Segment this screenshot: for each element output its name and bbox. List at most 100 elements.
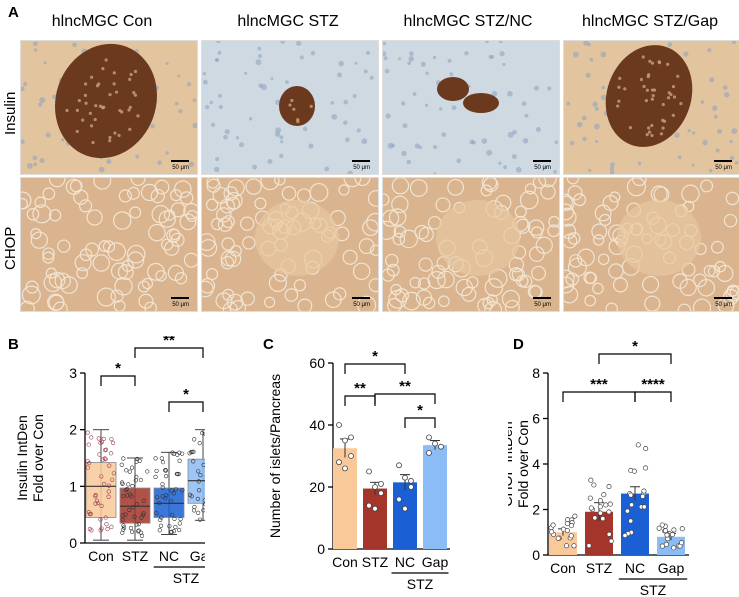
scale-bar xyxy=(171,297,189,299)
data-point xyxy=(195,496,200,501)
data-point xyxy=(137,458,142,463)
data-point xyxy=(176,527,182,533)
significance-label: ** xyxy=(354,380,366,397)
data-point xyxy=(121,494,126,499)
data-point xyxy=(107,463,112,468)
data-point xyxy=(120,513,125,518)
data-point xyxy=(110,477,115,482)
data-point xyxy=(134,522,139,527)
data-point xyxy=(635,442,641,448)
data-point xyxy=(606,484,612,490)
data-point xyxy=(111,471,116,476)
data-point xyxy=(127,507,132,513)
data-point xyxy=(192,437,197,442)
data-point xyxy=(99,503,104,508)
data-point xyxy=(169,488,174,493)
x-tick-label-stz: STZ xyxy=(586,560,613,576)
data-point xyxy=(622,532,628,539)
data-point xyxy=(132,514,137,519)
data-point xyxy=(679,526,685,532)
row-label-insulin: Insulin xyxy=(2,91,19,135)
column-title-stz: hlncMGC STZ xyxy=(237,13,339,30)
data-point xyxy=(671,527,677,533)
data-point xyxy=(172,516,177,521)
data-point xyxy=(203,502,205,507)
scale-label: 50 μm xyxy=(534,302,551,308)
insulin-micrograph-3: 50 μm xyxy=(382,40,560,175)
scale-label: 50 μm xyxy=(353,165,370,171)
data-point xyxy=(396,496,402,503)
data-point xyxy=(97,452,102,457)
data-point xyxy=(608,538,614,544)
data-point xyxy=(629,502,635,508)
data-point xyxy=(175,452,180,457)
data-point xyxy=(624,508,630,514)
data-point xyxy=(93,494,98,499)
data-point xyxy=(606,531,612,537)
data-point xyxy=(191,459,196,464)
y-tick-label: 0 xyxy=(532,547,540,563)
data-point xyxy=(85,430,90,435)
box-con xyxy=(85,462,117,518)
data-point xyxy=(157,528,162,533)
data-point xyxy=(106,489,111,494)
data-point xyxy=(109,437,114,442)
data-point xyxy=(158,523,164,528)
data-point xyxy=(168,530,174,535)
panel-letter-c: C xyxy=(263,336,274,353)
data-point xyxy=(662,528,669,534)
y-tick-label: 4 xyxy=(532,456,540,472)
data-point xyxy=(171,529,177,534)
data-point xyxy=(139,533,145,538)
significance-label: * xyxy=(372,348,378,365)
x-tick-label-con: Con xyxy=(332,554,358,570)
data-point xyxy=(120,530,125,535)
data-point xyxy=(568,523,574,529)
x-tick-label-gap: Gap xyxy=(190,548,205,564)
data-point xyxy=(372,505,378,512)
data-point xyxy=(372,484,378,490)
data-point xyxy=(127,469,132,474)
y-tick-label: 2 xyxy=(532,502,540,518)
data-point xyxy=(121,523,126,528)
scale-label: 50 μm xyxy=(172,165,189,171)
data-point xyxy=(108,451,114,456)
scale-bar xyxy=(533,297,551,299)
data-point xyxy=(659,522,665,528)
significance-bracket xyxy=(404,417,436,428)
group-label: STZ xyxy=(407,576,434,592)
data-point xyxy=(171,491,176,496)
data-point xyxy=(130,483,135,489)
data-point xyxy=(587,495,593,501)
data-point xyxy=(641,488,647,494)
data-point xyxy=(191,508,197,513)
y-axis-label: Insulin IntDenFold over Con xyxy=(14,414,46,502)
data-point xyxy=(378,480,384,487)
x-tick-label-stz: STZ xyxy=(362,554,389,570)
data-point xyxy=(628,492,634,498)
data-point xyxy=(102,481,107,487)
data-point xyxy=(85,465,90,470)
data-point xyxy=(160,482,165,487)
data-point xyxy=(129,465,135,470)
data-point xyxy=(154,511,159,516)
data-point xyxy=(408,477,414,484)
data-point xyxy=(201,462,205,468)
data-point xyxy=(588,505,594,511)
data-point xyxy=(86,442,91,447)
significance-label: ** xyxy=(163,336,175,349)
data-point xyxy=(139,515,144,520)
data-point xyxy=(138,477,143,483)
x-tick-label-gap: Gap xyxy=(422,554,449,570)
data-point xyxy=(426,434,432,441)
panel-letter-b: B xyxy=(8,336,19,353)
data-point xyxy=(174,471,179,477)
data-point xyxy=(607,501,613,507)
data-point xyxy=(103,457,108,462)
scale-bar xyxy=(171,160,189,162)
data-point xyxy=(549,529,555,535)
data-point xyxy=(96,436,101,441)
data-point xyxy=(106,483,112,488)
data-point xyxy=(378,490,384,497)
data-point xyxy=(159,515,164,520)
